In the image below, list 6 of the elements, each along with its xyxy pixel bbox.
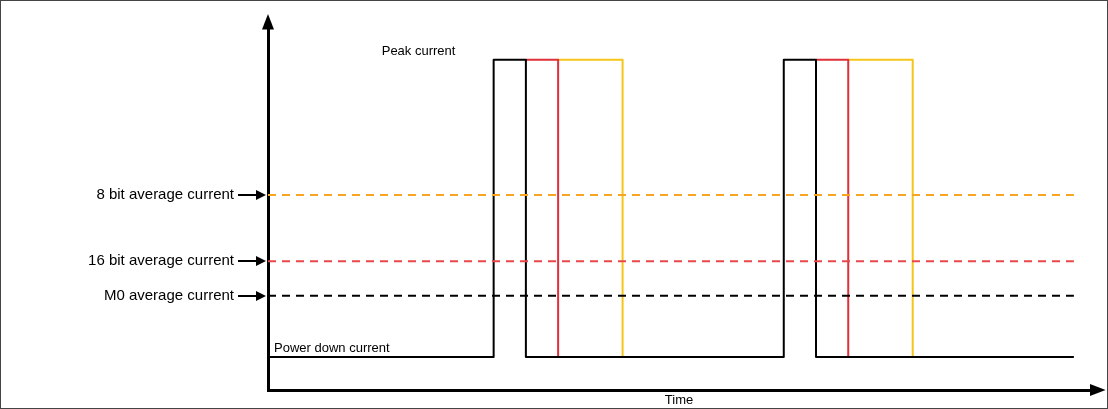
text: Peak current — [381, 42, 456, 58]
ref-line-label: 16 bit average current — [88, 251, 235, 269]
ref-line-label: M0 average current — [103, 285, 235, 303]
annotation: Power down current — [274, 340, 390, 356]
x-axis-title: Time — [664, 392, 694, 408]
ref-line-label: 8 bit average current — [96, 185, 235, 203]
